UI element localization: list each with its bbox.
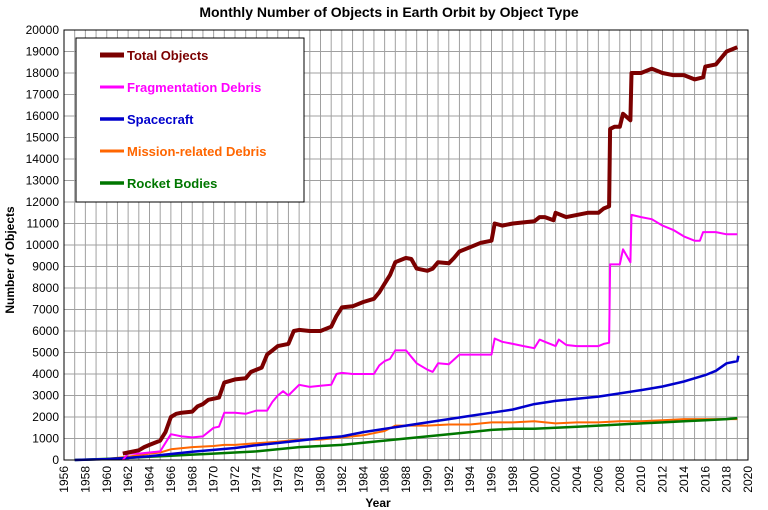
- x-tick-label: 1960: [100, 466, 114, 493]
- x-tick-label: 1994: [463, 466, 477, 493]
- series-line-rocket-bodies: [74, 416, 738, 462]
- y-tick-label: 18000: [26, 66, 60, 80]
- y-tick-label: 15000: [26, 131, 60, 145]
- y-tick-label: 2000: [32, 410, 59, 424]
- y-tick-label: 12000: [26, 195, 60, 209]
- x-tick-label: 1974: [249, 466, 263, 493]
- y-tick-labels: 0 1000 2000 3000 4000 5000 6000 7000 8000 9000 100…: [26, 23, 60, 467]
- x-tick-label: 1964: [143, 466, 157, 493]
- y-tick-label: 8000: [32, 281, 59, 295]
- y-tick-label: 5000: [32, 346, 59, 360]
- legend-label-total-objects: Total Objects: [127, 48, 208, 63]
- y-tick-label: 13000: [26, 174, 60, 188]
- x-tick-label: 1970: [207, 466, 221, 493]
- legend-label-fragmentation-debris: Fragmentation Debris: [127, 80, 261, 95]
- x-tick-label: 1992: [442, 466, 456, 493]
- x-tick-label: 1968: [185, 466, 199, 493]
- legend-label-rocket-bodies: Rocket Bodies: [127, 176, 217, 191]
- x-tick-label: 1982: [335, 466, 349, 493]
- x-tick-label: 1966: [164, 466, 178, 493]
- y-tick-label: 9000: [32, 260, 59, 274]
- y-tick-label: 16000: [26, 109, 60, 123]
- x-tick-label: 2008: [613, 466, 627, 493]
- x-tick-label: 1998: [506, 466, 520, 493]
- x-tick-label: 1996: [485, 466, 499, 493]
- y-tick-label: 20000: [26, 23, 60, 37]
- x-tick-label: 2010: [634, 466, 648, 493]
- plot-frame: [63, 29, 749, 461]
- series-line-mission-related-debris: [74, 418, 738, 461]
- y-tick-label: 4000: [32, 367, 59, 381]
- x-tick-label: 2020: [741, 466, 755, 493]
- x-tick-label: 2000: [527, 466, 541, 493]
- chart-title: Monthly Number of Objects in Earth Orbit…: [199, 4, 579, 20]
- x-tick-label: 1980: [314, 466, 328, 493]
- series-line-fragmentation-debris: [122, 213, 738, 461]
- y-tick-label: 17000: [26, 88, 60, 102]
- series-lines: [74, 45, 740, 462]
- x-axis-label: Year: [365, 496, 391, 510]
- y-tick-label: 7000: [32, 303, 59, 317]
- legend-label-mission-related-debris: Mission-related Debris: [127, 144, 266, 159]
- x-tick-labels: 1956 1958 1960 1962 1964 1966 1968 1970 1972 1974…: [57, 466, 755, 493]
- x-tick-label: 2014: [677, 466, 691, 493]
- legend: Total Objects Fragmentation Debris Spacecr…: [75, 37, 305, 203]
- series-line-spacecraft: [74, 355, 740, 462]
- x-tick-label: 1972: [228, 466, 242, 493]
- x-tick-label: 1986: [378, 466, 392, 493]
- x-tick-label: 1988: [399, 466, 413, 493]
- x-tick-label: 2004: [570, 466, 584, 493]
- y-tick-label: 19000: [26, 45, 60, 59]
- x-tick-label: 2006: [591, 466, 605, 493]
- y-tick-label: 14000: [26, 152, 60, 166]
- series-line-total-objects: [122, 45, 739, 456]
- x-tick-label: 1962: [121, 466, 135, 493]
- y-tick-label: 0: [52, 453, 59, 467]
- x-tick-label: 1990: [420, 466, 434, 493]
- x-tick-label: 1976: [271, 466, 285, 493]
- x-tick-label: 1956: [57, 466, 71, 493]
- y-tick-label: 10000: [26, 238, 60, 252]
- legend-label-spacecraft: Spacecraft: [127, 112, 194, 127]
- x-tick-label: 2016: [698, 466, 712, 493]
- x-tick-label: 1984: [356, 466, 370, 493]
- y-tick-label: 6000: [32, 324, 59, 338]
- y-axis-label: Number of Objects: [3, 206, 17, 314]
- y-tick-label: 1000: [32, 432, 59, 446]
- y-tick-label: 11000: [27, 217, 60, 231]
- x-tick-label: 1978: [292, 466, 306, 493]
- x-tick-label: 2018: [720, 466, 734, 493]
- x-tick-label: 1958: [78, 466, 92, 493]
- x-tick-label: 2002: [549, 466, 563, 493]
- y-tick-label: 3000: [32, 389, 59, 403]
- x-tick-label: 2012: [656, 466, 670, 493]
